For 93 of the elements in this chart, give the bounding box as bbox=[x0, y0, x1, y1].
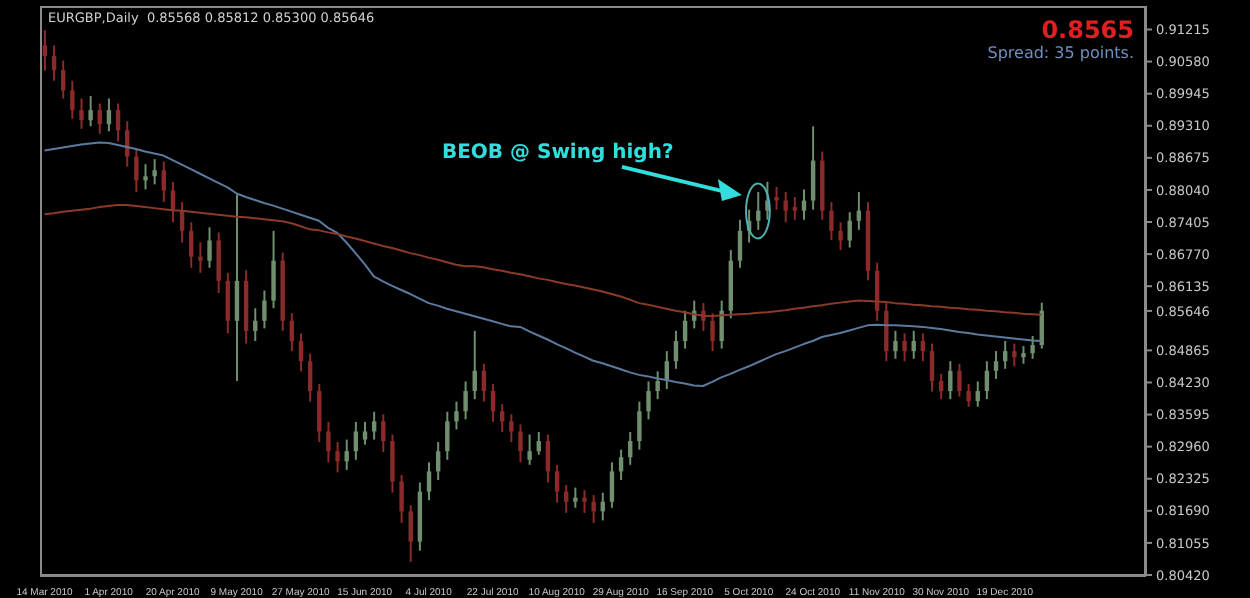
candlestick bbox=[435, 441, 441, 481]
candlestick bbox=[966, 382, 971, 408]
candlestick bbox=[545, 433, 551, 484]
candlestick bbox=[591, 494, 596, 524]
candlestick bbox=[783, 190, 788, 224]
candlestick bbox=[509, 413, 514, 444]
candlestick bbox=[1012, 342, 1017, 368]
candlestick bbox=[481, 362, 487, 403]
candlestick bbox=[289, 312, 295, 353]
annotation: BEOB @ Swing high? bbox=[441, 142, 674, 165]
candlestick bbox=[317, 382, 322, 444]
candlestick bbox=[929, 342, 935, 393]
candlestick bbox=[271, 229, 276, 310]
candlestick bbox=[70, 79, 75, 120]
candlestick bbox=[984, 360, 990, 401]
candlestick bbox=[97, 102, 102, 135]
candlestick bbox=[536, 430, 541, 456]
candlestick bbox=[262, 289, 267, 330]
candlestick bbox=[993, 350, 999, 380]
candlestick bbox=[655, 370, 660, 401]
candlestick bbox=[326, 420, 331, 464]
candlestick bbox=[719, 299, 724, 350]
candlestick bbox=[234, 193, 240, 382]
candlestick bbox=[445, 410, 450, 461]
candlestick bbox=[143, 163, 148, 191]
candlestick bbox=[253, 307, 258, 343]
candlestick bbox=[948, 360, 953, 401]
candlestick bbox=[618, 448, 624, 481]
candlestick bbox=[682, 309, 688, 350]
candlestick bbox=[737, 218, 743, 269]
candlestick bbox=[527, 433, 532, 466]
candlestick bbox=[161, 160, 167, 204]
candlestick bbox=[609, 461, 615, 509]
candlestick bbox=[582, 489, 587, 514]
candlestick bbox=[353, 420, 359, 461]
annotation: 0.8565 bbox=[1041, 16, 1134, 44]
candlestick bbox=[344, 438, 349, 471]
candlestick bbox=[710, 312, 715, 353]
candlestick bbox=[975, 380, 980, 408]
candlestick bbox=[920, 332, 926, 363]
candlestick bbox=[106, 97, 112, 133]
candlestick bbox=[88, 94, 93, 128]
candlestick bbox=[938, 372, 944, 401]
candlestick bbox=[637, 400, 642, 451]
candlestick bbox=[426, 461, 432, 502]
candlestick bbox=[198, 241, 203, 274]
candlestick bbox=[792, 196, 798, 221]
candlestick bbox=[1002, 340, 1008, 370]
candlestick bbox=[490, 382, 496, 423]
candlestick bbox=[628, 430, 633, 466]
candlestick bbox=[307, 352, 313, 403]
candlestick bbox=[298, 332, 304, 373]
candlestick bbox=[957, 362, 962, 398]
candlestick bbox=[408, 504, 413, 563]
candlestick bbox=[390, 433, 395, 494]
candlestick bbox=[756, 190, 761, 231]
candlestick bbox=[79, 97, 84, 130]
candlestick bbox=[518, 423, 523, 464]
candlestick bbox=[810, 125, 816, 211]
candlestick bbox=[335, 441, 340, 474]
candlestick bbox=[189, 221, 194, 269]
candlestick bbox=[371, 410, 377, 441]
candlestick bbox=[207, 226, 212, 269]
candlestick bbox=[225, 271, 231, 335]
candlestick bbox=[801, 188, 807, 221]
candlestick bbox=[856, 190, 862, 231]
candlestick bbox=[829, 201, 834, 241]
candlestick bbox=[381, 413, 386, 454]
annotation: Spread: 35 points. bbox=[987, 44, 1134, 62]
candlestick bbox=[463, 380, 468, 421]
candlestick bbox=[838, 221, 843, 252]
candlestick bbox=[399, 473, 404, 524]
candlestick bbox=[216, 231, 221, 295]
candlestick bbox=[454, 400, 459, 431]
candlestick bbox=[134, 148, 139, 193]
candlestick bbox=[902, 332, 907, 363]
candlestick bbox=[911, 329, 916, 360]
candlestick bbox=[564, 484, 569, 514]
candlestick bbox=[673, 329, 679, 370]
candlestick bbox=[42, 29, 48, 72]
candlestick bbox=[362, 420, 368, 446]
candlestick bbox=[573, 486, 578, 509]
candlestick bbox=[554, 463, 560, 504]
candlestick bbox=[51, 44, 57, 82]
candlestick bbox=[115, 102, 121, 143]
candlestick bbox=[893, 329, 898, 360]
candlestick bbox=[152, 158, 157, 186]
candlestick bbox=[1030, 334, 1035, 360]
candlestick bbox=[61, 59, 66, 100]
candlestick bbox=[646, 380, 651, 421]
candlestick bbox=[472, 329, 477, 401]
candlestick bbox=[774, 185, 779, 211]
candlestick bbox=[499, 403, 505, 433]
